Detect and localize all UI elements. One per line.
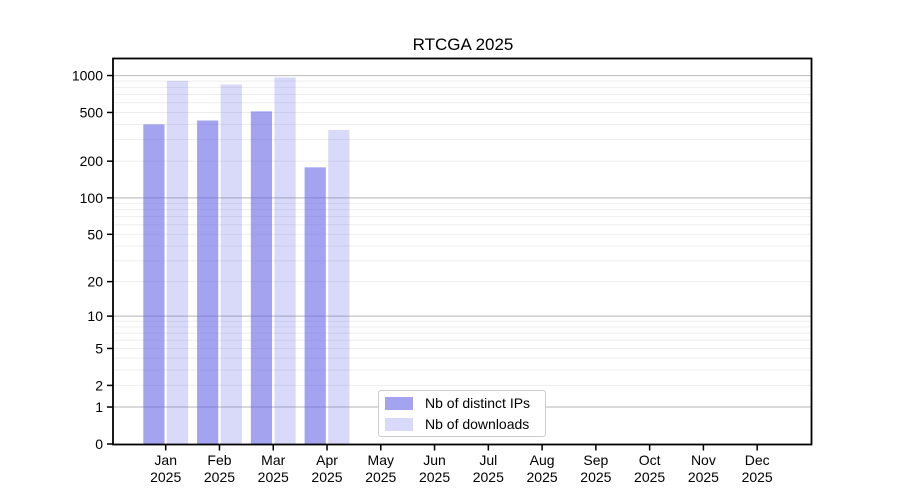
x-tick-label: Aug 2025	[527, 452, 558, 485]
y-tick-label: 2	[95, 377, 103, 393]
bar-distinct-ips-feb	[197, 120, 219, 445]
x-tick-label: Oct 2025	[634, 452, 665, 485]
bar-downloads-mar	[274, 77, 296, 445]
y-axis: 0 1 2 5 10 20 50 100 200 500 1000	[72, 68, 113, 452]
y-tick-label: 100	[80, 190, 104, 206]
bar-distinct-ips-jan	[143, 124, 165, 445]
legend-swatch-distinct-ips	[385, 396, 413, 410]
legend-item-distinct-ips: Nb of distinct IPs	[385, 395, 545, 411]
x-tick-label: Jul 2025	[473, 452, 504, 485]
bar-distinct-ips-mar	[250, 111, 273, 445]
legend-swatch-downloads	[385, 417, 413, 431]
y-tick-label: 50	[87, 226, 103, 242]
bar-distinct-ips-apr	[304, 167, 326, 445]
y-tick-label: 500	[80, 104, 104, 120]
legend: Nb of distinct IPs Nb of downloads	[378, 390, 546, 437]
x-tick-label: May 2025	[365, 452, 396, 485]
y-tick-label: 20	[87, 274, 103, 290]
y-tick-label: 1000	[72, 68, 103, 84]
x-tick-label: Dec 2025	[742, 452, 773, 485]
minor-gridlines	[113, 80, 812, 386]
x-tick-label: Mar 2025	[258, 452, 289, 485]
y-tick-label: 10	[87, 308, 103, 324]
bar-downloads-jan	[166, 80, 189, 445]
bars	[143, 77, 350, 445]
y-tick-label: 200	[80, 153, 104, 169]
legend-label-downloads: Nb of downloads	[425, 416, 530, 432]
x-tick-label: Nov 2025	[688, 452, 719, 485]
legend-label-distinct-ips: Nb of distinct IPs	[425, 395, 531, 411]
y-tick-label: 0	[95, 436, 103, 452]
x-tick-label: Jan 2025	[150, 452, 181, 485]
plot-frame	[112, 57, 813, 446]
chart-title: RTCGA 2025	[412, 35, 514, 54]
y-tick-label: 5	[95, 340, 103, 356]
x-tick-label: Jun 2025	[419, 452, 450, 485]
x-tick-label: Feb 2025	[204, 452, 235, 485]
x-tick-label: Apr 2025	[311, 452, 342, 485]
x-tick-label: Sep 2025	[580, 452, 611, 485]
y-tick-label: 1	[95, 399, 103, 415]
bar-downloads-feb	[220, 84, 242, 445]
legend-item-downloads: Nb of downloads	[385, 416, 545, 432]
x-axis: Jan 2025 Feb 2025 Mar 2025 Apr 2025 May 2025 Jun 20…	[150, 444, 773, 485]
bar-downloads-apr	[328, 129, 350, 445]
